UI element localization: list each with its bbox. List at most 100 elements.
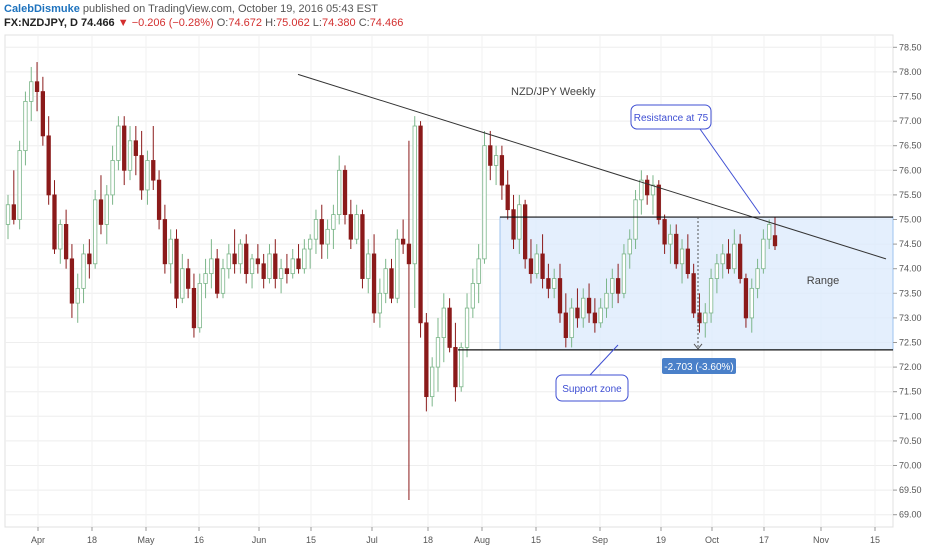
candle xyxy=(75,273,80,323)
y-tick-label: 73.00 xyxy=(899,313,922,323)
candle-body xyxy=(366,253,371,279)
candle-body xyxy=(633,199,638,240)
candle-body xyxy=(11,204,16,220)
measure-arrow-icon xyxy=(693,343,703,350)
candle xyxy=(708,268,714,323)
x-tick-label: 15 xyxy=(306,535,316,545)
candle-body xyxy=(145,160,150,191)
candle-body xyxy=(703,312,708,324)
candle-body xyxy=(685,248,690,275)
candle xyxy=(17,140,22,230)
candle xyxy=(284,253,290,284)
candle-body xyxy=(104,194,109,225)
candle xyxy=(424,312,429,412)
candle xyxy=(267,244,272,284)
y-tick-label: 71.50 xyxy=(899,387,922,397)
candle-body xyxy=(5,204,11,225)
candle xyxy=(313,209,319,254)
low-value: 74.380 xyxy=(321,17,356,29)
candle-body xyxy=(34,81,40,92)
candle-body xyxy=(424,322,429,398)
candle xyxy=(34,62,40,112)
candle xyxy=(46,116,51,205)
candle-body xyxy=(360,214,365,279)
measure-badge-text: -2.703 (-3.60%) xyxy=(664,362,733,373)
candle xyxy=(581,288,586,328)
candle-body xyxy=(185,268,191,289)
candle-body xyxy=(156,179,162,220)
candle xyxy=(93,189,98,269)
candle xyxy=(761,229,766,274)
candle-body xyxy=(430,366,435,398)
candle xyxy=(104,185,109,245)
drawing-lines[interactable] xyxy=(297,73,893,351)
candle-body xyxy=(581,297,586,319)
candle xyxy=(772,216,778,251)
y-tick-label: 77.50 xyxy=(899,92,922,102)
candle xyxy=(552,268,557,299)
candle xyxy=(615,263,621,304)
candle-body xyxy=(278,268,284,279)
resistance-callout-text: Resistance at 75 xyxy=(634,113,709,124)
candle-body xyxy=(290,258,295,275)
y-tick-label: 76.00 xyxy=(899,165,922,175)
x-tick-label: Nov xyxy=(813,535,830,545)
candle-body xyxy=(127,140,133,171)
candle-body xyxy=(139,155,144,191)
author-link[interactable]: CalebDismuke xyxy=(4,3,80,15)
candle-body xyxy=(755,268,760,289)
candle-body xyxy=(679,248,685,265)
candle-body xyxy=(348,214,353,240)
candle-body xyxy=(23,101,28,152)
candle-body xyxy=(46,135,51,196)
price-axis[interactable]: 69.00 69.50 70.00 70.50 71.00 71.50 72.00 72.50… xyxy=(893,42,922,520)
candle xyxy=(145,150,150,205)
candle xyxy=(557,263,563,323)
candle-body xyxy=(737,243,743,279)
candle-body xyxy=(116,125,121,161)
x-tick-label: 15 xyxy=(870,535,880,545)
y-tick-label: 77.00 xyxy=(899,116,922,126)
candle-body xyxy=(615,278,621,294)
symbol-label[interactable]: FX:NZDJPY, D xyxy=(4,17,78,29)
candle-body xyxy=(63,224,69,260)
candle xyxy=(220,258,226,299)
candle-body xyxy=(406,243,412,265)
candle-body xyxy=(180,268,185,299)
header-publish-line: CalebDismuke published on TradingView.co… xyxy=(4,3,378,15)
candle xyxy=(726,239,731,274)
candle-body xyxy=(319,219,324,245)
candle-body xyxy=(650,184,656,196)
candle-body xyxy=(598,307,603,324)
candle xyxy=(209,239,214,289)
candle-body xyxy=(517,204,522,240)
candle-body xyxy=(569,307,574,338)
candle xyxy=(232,229,237,274)
candle-body xyxy=(342,169,348,215)
resistance-callout-box xyxy=(630,104,712,130)
candle xyxy=(662,214,667,254)
candle xyxy=(52,180,57,254)
candle xyxy=(249,253,255,289)
candle-body xyxy=(40,91,46,137)
candle xyxy=(488,130,493,181)
candle xyxy=(366,239,371,294)
y-tick-label: 69.00 xyxy=(899,510,922,520)
candle xyxy=(418,121,423,338)
time-axis[interactable]: Apr 18 May 16 Jun 15 Jul 18 Aug 15 Sep 19 Oct 17 Nov 15 xyxy=(31,527,880,545)
x-tick-label: Oct xyxy=(705,535,720,545)
candle xyxy=(767,219,772,250)
candle-body xyxy=(546,278,551,289)
low-label: L: xyxy=(312,17,322,29)
candle xyxy=(435,317,441,392)
candle-body xyxy=(575,307,580,319)
candle-body xyxy=(511,209,516,240)
candle-body xyxy=(627,238,632,255)
candle xyxy=(5,194,11,240)
candle-body xyxy=(767,224,772,240)
candle xyxy=(459,342,464,392)
candle xyxy=(354,204,359,245)
high-label: H: xyxy=(265,17,277,29)
y-tick-label: 70.00 xyxy=(899,461,922,471)
